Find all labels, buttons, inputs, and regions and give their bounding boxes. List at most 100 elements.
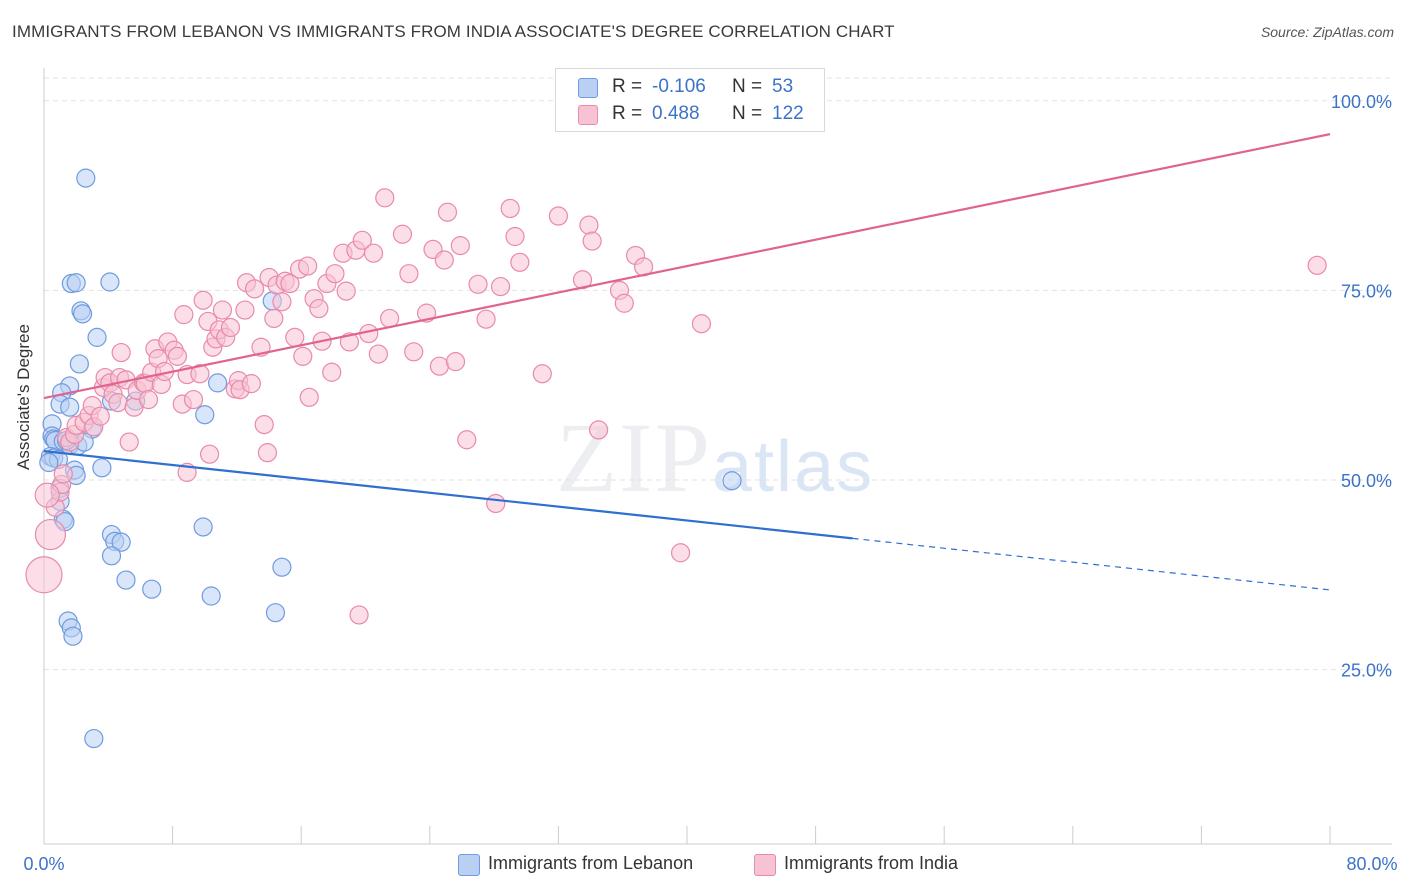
india-point xyxy=(445,352,466,372)
india-point xyxy=(254,414,274,435)
lebanon-point xyxy=(63,626,83,646)
india-point xyxy=(174,305,194,325)
india-point xyxy=(457,430,477,450)
r-label: R = xyxy=(612,76,643,97)
india-point xyxy=(486,493,506,514)
india-point xyxy=(309,298,329,319)
india-point xyxy=(111,342,131,363)
lebanon-point xyxy=(87,327,107,347)
india-point xyxy=(34,518,67,551)
india-point xyxy=(582,231,602,251)
x-tick-label: 0.0% xyxy=(23,854,64,874)
india-point xyxy=(375,188,395,208)
lebanon-swatch xyxy=(578,78,598,98)
india-point xyxy=(25,556,63,594)
india-point xyxy=(468,274,488,294)
india-point xyxy=(548,206,569,226)
india-point xyxy=(280,273,300,294)
india-point xyxy=(588,420,609,440)
lebanon-point xyxy=(60,397,80,417)
legend-label-lebanon: Immigrants from Lebanon xyxy=(488,853,694,873)
x-tick-label: 80.0% xyxy=(1346,854,1397,874)
watermark-zip: ZIP xyxy=(556,402,712,513)
lebanon-point xyxy=(76,168,96,188)
india-point xyxy=(244,279,265,299)
india-point xyxy=(505,226,525,247)
lebanon-trend-extension xyxy=(852,537,1331,591)
lebanon-point xyxy=(92,458,112,478)
india-point xyxy=(257,443,278,463)
india-point xyxy=(336,281,356,301)
lebanon-point xyxy=(201,586,221,606)
lebanon-point xyxy=(111,532,131,552)
watermark: ZIPatlas xyxy=(556,400,874,515)
india-point xyxy=(368,344,388,364)
lebanon-point xyxy=(39,452,59,473)
india-point xyxy=(241,374,261,394)
stats-row-lebanon: R = -0.106 N = 53 xyxy=(556,74,824,100)
watermark-atlas: atlas xyxy=(712,427,875,507)
r-value: 0.488 xyxy=(652,103,700,124)
lebanon-point xyxy=(101,546,122,566)
legend-label-india: Immigrants from India xyxy=(784,853,959,873)
india-point xyxy=(53,464,73,484)
y-axis-label: Associate's Degree xyxy=(14,324,33,470)
series-legend: Immigrants from Lebanon Immigrants from … xyxy=(0,852,1406,880)
n-label: N = xyxy=(732,76,763,97)
lebanon-point xyxy=(72,304,93,324)
india-point xyxy=(476,309,496,329)
india-trend-line xyxy=(43,133,1331,400)
n-label: N = xyxy=(732,103,763,124)
india-point xyxy=(579,215,599,235)
india-point xyxy=(199,444,220,464)
india-point xyxy=(670,543,691,563)
india-point xyxy=(90,406,110,426)
india-point xyxy=(285,327,305,347)
india-point xyxy=(167,346,188,366)
india-point xyxy=(272,292,292,312)
chart-title: IMMIGRANTS FROM LEBANON VS IMMIGRANTS FR… xyxy=(12,22,895,41)
india-point xyxy=(437,202,458,222)
india-point xyxy=(349,605,369,625)
india-point xyxy=(264,308,284,329)
n-value: 53 xyxy=(772,76,794,97)
lebanon-point xyxy=(142,579,162,599)
india-point xyxy=(235,300,255,320)
india-point xyxy=(190,364,210,384)
india-point xyxy=(108,393,128,413)
r-label: R = xyxy=(612,103,643,124)
lebanon-legend-swatch xyxy=(458,854,480,876)
lebanon-point xyxy=(100,272,120,292)
india-point xyxy=(352,230,372,250)
chart-source: Source: ZipAtlas.com xyxy=(1260,24,1394,40)
india-point xyxy=(1307,255,1327,275)
india-point xyxy=(434,250,454,270)
india-point xyxy=(322,362,342,382)
stats-legend: R = -0.106 N = 53 R = 0.488 N = 122 xyxy=(555,68,825,132)
lebanon-point xyxy=(66,273,86,293)
india-point xyxy=(614,293,634,313)
india-point xyxy=(293,346,313,366)
india-point xyxy=(325,264,345,284)
lebanon-point xyxy=(193,517,213,537)
lebanon-point xyxy=(208,373,228,393)
y-tick-label: 50.0% xyxy=(1341,471,1392,491)
lebanon-point xyxy=(272,557,292,577)
india-point xyxy=(450,236,470,256)
india-point xyxy=(500,198,520,219)
lebanon-point xyxy=(84,728,104,749)
india-point xyxy=(572,270,593,290)
lebanon-point xyxy=(69,354,89,374)
india-point xyxy=(429,356,450,376)
y-tick-label: 25.0% xyxy=(1341,661,1392,681)
lebanon-point xyxy=(116,570,136,590)
lebanon-point xyxy=(195,405,215,425)
india-point xyxy=(34,482,60,508)
india-point xyxy=(298,256,318,276)
india-point xyxy=(490,276,511,297)
lebanon-point xyxy=(265,603,286,623)
india-point xyxy=(299,387,319,407)
lebanon-trend-line xyxy=(43,450,853,540)
india-point xyxy=(510,252,530,272)
